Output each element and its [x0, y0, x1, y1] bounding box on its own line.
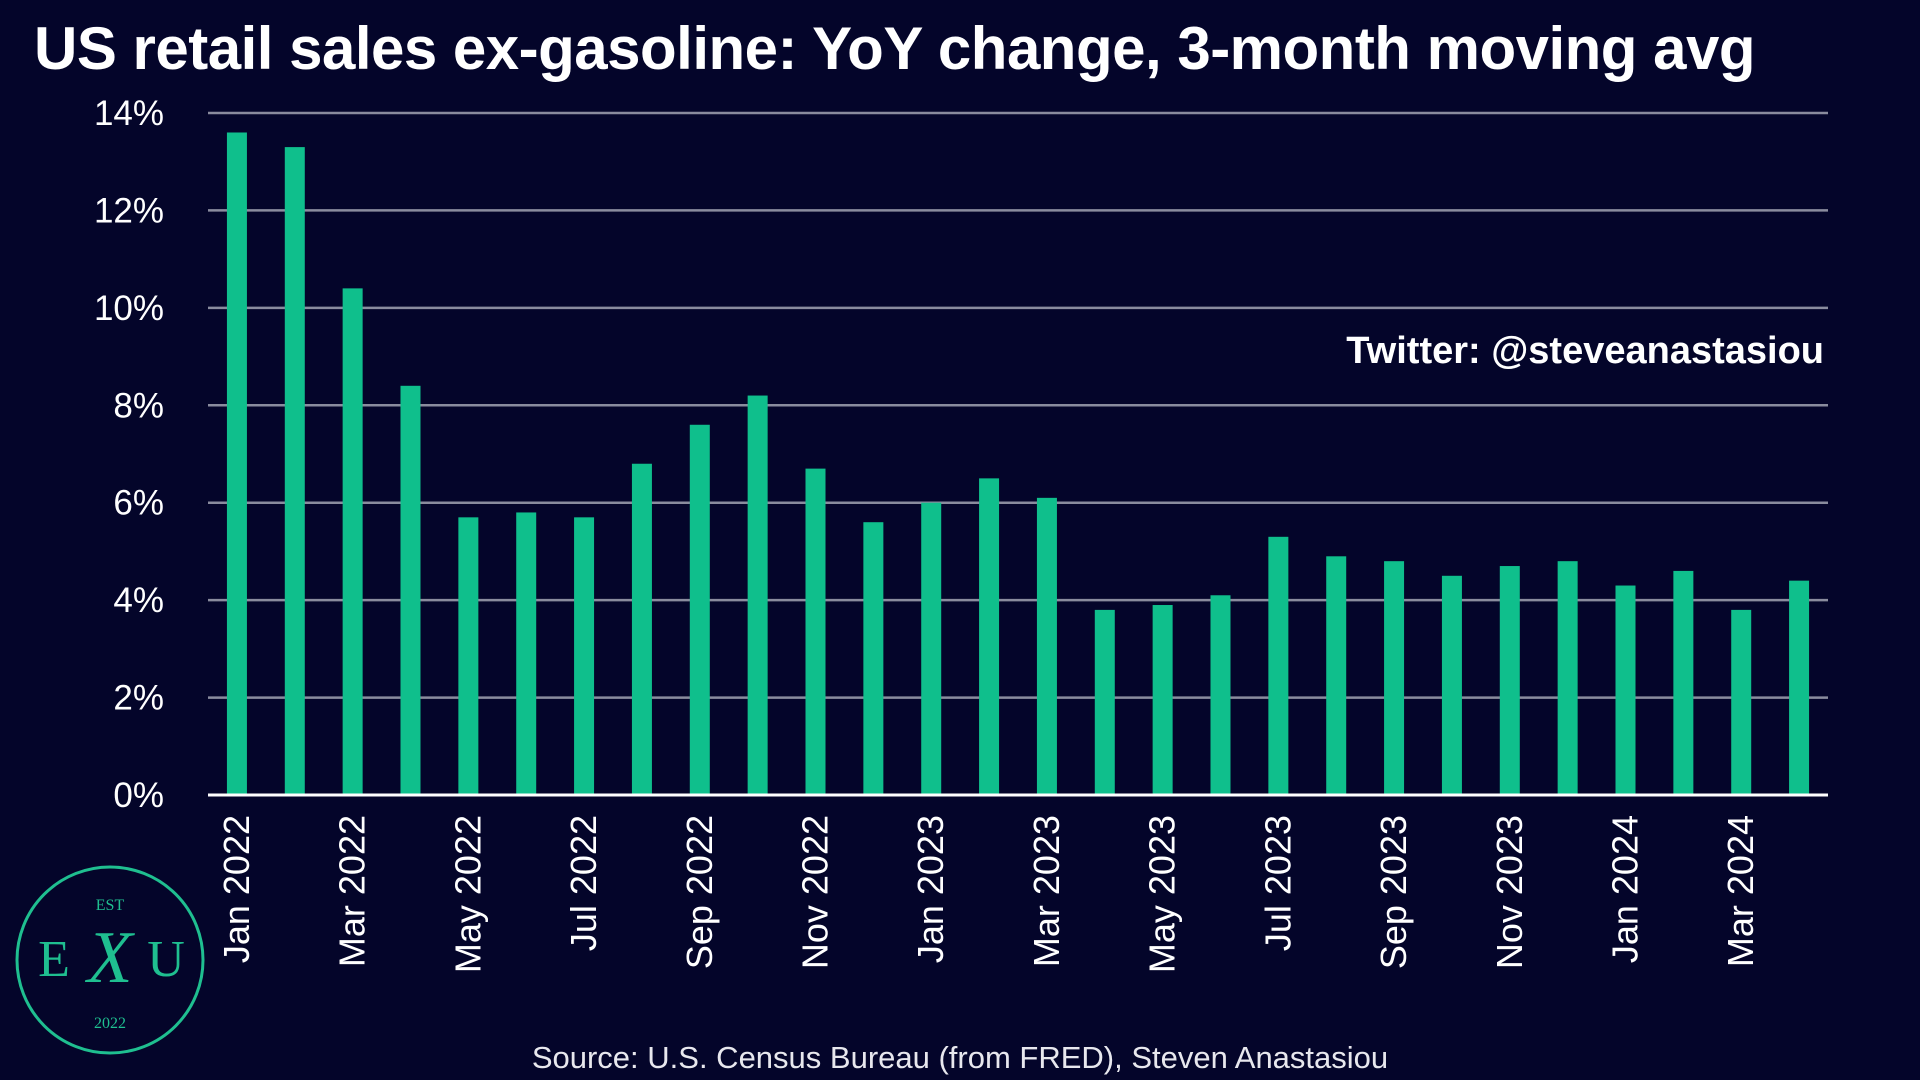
bar — [1036, 497, 1057, 795]
y-tick-label: 4% — [113, 581, 164, 620]
y-tick-label: 8% — [113, 386, 164, 425]
bar — [979, 478, 1000, 795]
x-tick-label: Nov 2023 — [1489, 815, 1530, 969]
bar — [458, 517, 479, 795]
bar — [1094, 609, 1115, 795]
x-tick-label: May 2022 — [447, 815, 488, 973]
bar — [747, 395, 768, 795]
bar — [400, 385, 421, 795]
logo-est: EST — [96, 897, 125, 914]
y-tick-label: 0% — [113, 776, 164, 815]
bar — [226, 132, 247, 795]
bar — [342, 288, 363, 795]
x-tick-label: Jan 2023 — [910, 815, 951, 963]
bar — [1731, 609, 1752, 795]
logo-year: 2022 — [94, 1015, 126, 1032]
bar — [689, 424, 710, 795]
bar — [1268, 536, 1289, 795]
x-tick-label: Jan 2022 — [216, 815, 257, 963]
logo-ring — [15, 865, 205, 1055]
y-tick-label: 2% — [113, 679, 164, 718]
x-tick-label: Mar 2024 — [1720, 815, 1761, 967]
x-tick-label: Jul 2023 — [1257, 815, 1298, 951]
x-tick-label: Jul 2022 — [563, 815, 604, 951]
bar — [921, 502, 942, 795]
logo-letter-x: X — [84, 917, 135, 999]
x-tick-label: Mar 2022 — [332, 815, 373, 967]
bar — [574, 517, 595, 795]
logo-letter-u: U — [147, 931, 185, 988]
bar — [863, 522, 884, 795]
x-tick-label: Nov 2022 — [795, 815, 836, 969]
bar — [1210, 595, 1231, 795]
x-tick-label: Sep 2022 — [679, 815, 720, 969]
x-tick-label: Sep 2023 — [1373, 815, 1414, 969]
logo-letter-e: E — [38, 931, 70, 988]
bar — [805, 468, 826, 795]
bar — [1557, 561, 1578, 795]
y-tick-label: 12% — [94, 191, 164, 230]
bar — [1441, 575, 1462, 795]
source-note: Source: U.S. Census Bureau (from FRED), … — [531, 1040, 1389, 1075]
bar — [1152, 605, 1173, 795]
bar — [631, 463, 652, 795]
bar — [1326, 556, 1347, 795]
exu-logo: EST E X U 2022 — [15, 865, 205, 1055]
y-tick-label: 10% — [94, 289, 164, 328]
chart-title: US retail sales ex-gasoline: YoY change,… — [34, 15, 1756, 82]
y-tick-label: 6% — [113, 484, 164, 523]
x-tick-label: May 2023 — [1142, 815, 1183, 973]
bar — [1615, 585, 1636, 795]
bar — [1384, 561, 1405, 795]
bar — [1673, 570, 1694, 795]
x-tick-label: Mar 2023 — [1026, 815, 1067, 967]
twitter-handle: Twitter: @steveanastasiou — [1346, 330, 1824, 372]
x-tick-label: Jan 2024 — [1605, 815, 1646, 963]
y-tick-label: 14% — [94, 94, 164, 133]
bar — [1499, 566, 1520, 795]
bar — [516, 512, 537, 795]
bar — [284, 147, 305, 796]
bar — [1789, 580, 1810, 795]
